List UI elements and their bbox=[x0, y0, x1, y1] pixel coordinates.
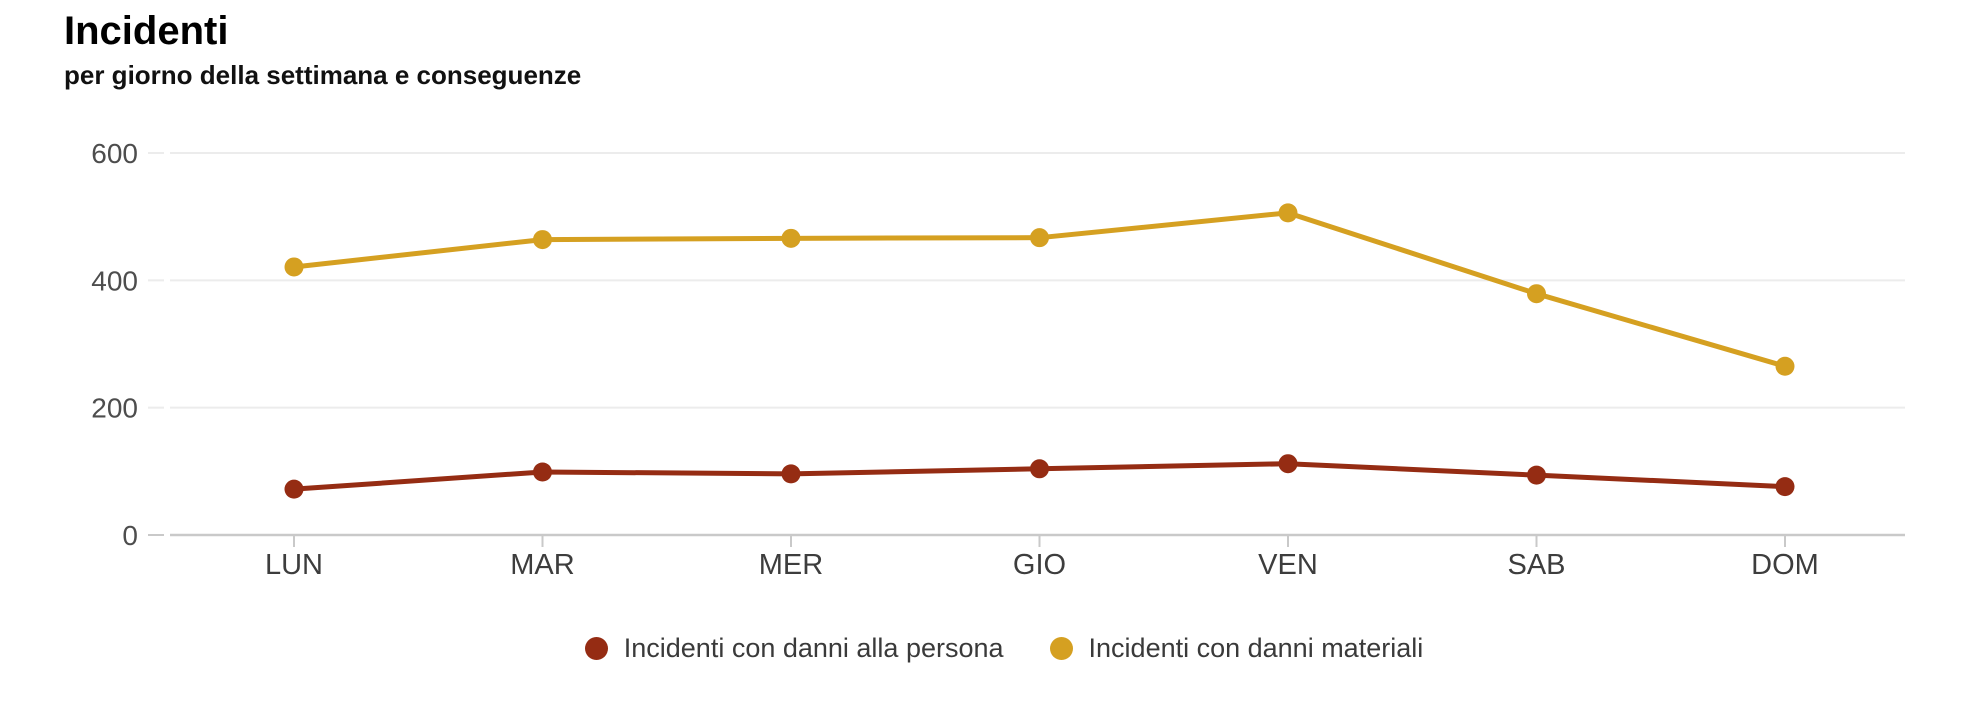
y-tick-label: 400 bbox=[91, 265, 138, 296]
x-tick-label: MER bbox=[759, 549, 823, 581]
legend-dot-danni-materiali-icon bbox=[1049, 637, 1073, 660]
data-point-marker[interactable] bbox=[1278, 454, 1298, 474]
x-tick-label: VEN bbox=[1258, 549, 1318, 581]
chart-legend: Incidenti con danni alla persona Inciden… bbox=[14, 633, 1980, 664]
data-point-marker[interactable] bbox=[781, 464, 801, 484]
legend-item-danni-persona: Incidenti con danni alla persona bbox=[584, 633, 1004, 664]
legend-label-danni-persona: Incidenti con danni alla persona bbox=[623, 633, 1004, 663]
chart-title: Incidenti bbox=[64, 9, 229, 53]
data-point-marker[interactable] bbox=[1030, 228, 1049, 248]
chart-header: Incidenti per giorno della settimana e c… bbox=[64, 8, 581, 90]
data-point-marker[interactable] bbox=[284, 479, 304, 499]
data-point-marker[interactable] bbox=[284, 257, 304, 277]
x-tick-label: MAR bbox=[510, 549, 574, 581]
legend-label-danni-materiali: Incidenti con danni materiali bbox=[1088, 633, 1424, 663]
y-tick-label: 200 bbox=[91, 393, 138, 424]
chart-subtitle: per giorno della settimana e conseguenze bbox=[64, 60, 582, 90]
data-point-marker[interactable] bbox=[1775, 356, 1795, 376]
x-tick-label: DOM bbox=[1751, 549, 1819, 581]
legend-dot-danni-persona-icon bbox=[584, 637, 608, 660]
x-tick-label: LUN bbox=[265, 549, 323, 581]
x-tick-label: GIO bbox=[1013, 549, 1066, 581]
data-point-marker[interactable] bbox=[1278, 203, 1298, 223]
legend-item-danni-materiali: Incidenti con danni materiali bbox=[1049, 633, 1424, 664]
data-point-marker[interactable] bbox=[533, 230, 552, 250]
data-point-marker[interactable] bbox=[1775, 477, 1795, 497]
data-point-marker[interactable] bbox=[1030, 459, 1049, 479]
data-point-marker[interactable] bbox=[533, 462, 552, 482]
y-tick-label: 0 bbox=[122, 520, 138, 551]
data-point-marker[interactable] bbox=[781, 228, 801, 248]
data-point-marker[interactable] bbox=[1527, 465, 1546, 485]
data-point-marker[interactable] bbox=[1527, 284, 1546, 304]
x-tick-label: SAB bbox=[1507, 549, 1565, 581]
y-tick-label: 600 bbox=[91, 138, 138, 169]
